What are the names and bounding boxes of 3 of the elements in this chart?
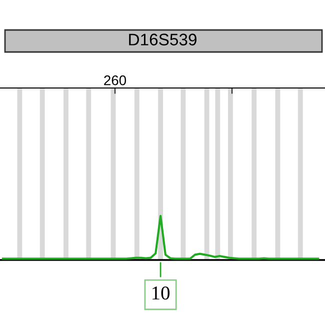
text: 260: [104, 75, 126, 86]
text: 10: [152, 286, 170, 300]
chart-title: D16S539: [129, 34, 196, 46]
